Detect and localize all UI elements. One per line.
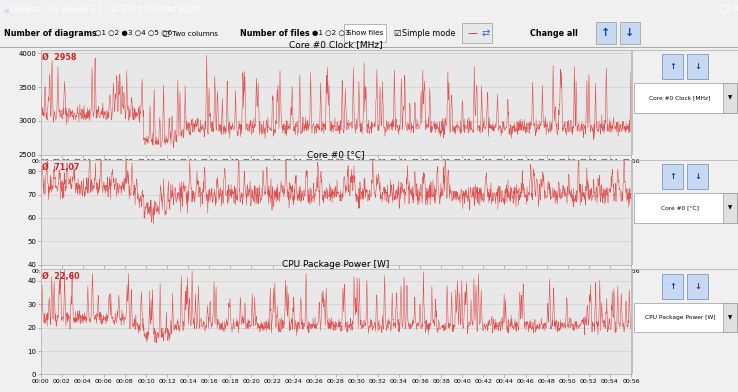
- FancyBboxPatch shape: [723, 193, 737, 223]
- FancyBboxPatch shape: [687, 54, 708, 79]
- Text: CPU Package Power [W]: CPU Package Power [W]: [645, 315, 715, 320]
- Text: ☑: ☑: [393, 29, 401, 38]
- Text: ↑: ↑: [669, 281, 676, 290]
- FancyBboxPatch shape: [633, 193, 737, 223]
- Text: ○1 ○2 ●3 ○4 ○5 ○6: ○1 ○2 ●3 ○4 ○5 ○6: [95, 30, 172, 36]
- FancyBboxPatch shape: [344, 24, 386, 42]
- FancyBboxPatch shape: [662, 274, 683, 299]
- Text: Core #0 [°C]: Core #0 [°C]: [661, 205, 699, 211]
- Text: ▼: ▼: [728, 315, 732, 320]
- Text: ↓: ↓: [694, 62, 701, 71]
- Text: □: □: [720, 4, 729, 14]
- Text: ↑: ↑: [669, 62, 676, 71]
- Text: ●1 ○2 ○3: ●1 ○2 ○3: [312, 30, 350, 36]
- Text: ↑: ↑: [669, 172, 676, 181]
- Text: □ Two columns: □ Two columns: [163, 30, 218, 36]
- Title: Core #0 Clock [MHz]: Core #0 Clock [MHz]: [289, 40, 382, 49]
- FancyBboxPatch shape: [687, 164, 708, 189]
- Text: Show files: Show files: [347, 30, 383, 36]
- Text: Number of diagrams: Number of diagrams: [4, 29, 97, 38]
- Text: Number of files: Number of files: [240, 29, 310, 38]
- Text: Change all: Change all: [530, 29, 578, 38]
- FancyBboxPatch shape: [662, 164, 683, 189]
- FancyBboxPatch shape: [620, 22, 640, 44]
- Text: Ø  22,60: Ø 22,60: [42, 272, 80, 281]
- Text: ▼: ▼: [728, 205, 732, 211]
- FancyBboxPatch shape: [462, 23, 492, 44]
- FancyBboxPatch shape: [723, 83, 737, 113]
- FancyBboxPatch shape: [633, 83, 737, 113]
- Text: Generic Log Viewer 3.1 - © 2015 Thomas Barth: Generic Log Viewer 3.1 - © 2015 Thomas B…: [10, 5, 201, 14]
- Text: ▼: ▼: [728, 96, 732, 101]
- Text: ▪: ▪: [3, 5, 9, 14]
- Text: ↓: ↓: [625, 28, 635, 38]
- FancyBboxPatch shape: [723, 303, 737, 332]
- Title: CPU Package Power [W]: CPU Package Power [W]: [282, 260, 390, 269]
- FancyBboxPatch shape: [662, 54, 683, 79]
- Text: ↑: ↑: [601, 28, 610, 38]
- Text: —: —: [468, 28, 477, 38]
- Text: ↓: ↓: [694, 172, 701, 181]
- Text: Ø  71,07: Ø 71,07: [42, 163, 80, 172]
- Text: Simple mode: Simple mode: [402, 29, 455, 38]
- FancyBboxPatch shape: [687, 274, 708, 299]
- Text: Core #0 Clock [MHz]: Core #0 Clock [MHz]: [649, 96, 711, 101]
- Text: –: –: [707, 4, 713, 14]
- Text: ⇄: ⇄: [482, 28, 490, 38]
- Text: ↓: ↓: [694, 281, 701, 290]
- Title: Core #0 [°C]: Core #0 [°C]: [307, 150, 365, 159]
- FancyBboxPatch shape: [633, 303, 737, 332]
- Text: Ø  2958: Ø 2958: [42, 53, 77, 62]
- Text: ✕: ✕: [731, 4, 738, 14]
- FancyBboxPatch shape: [596, 22, 616, 44]
